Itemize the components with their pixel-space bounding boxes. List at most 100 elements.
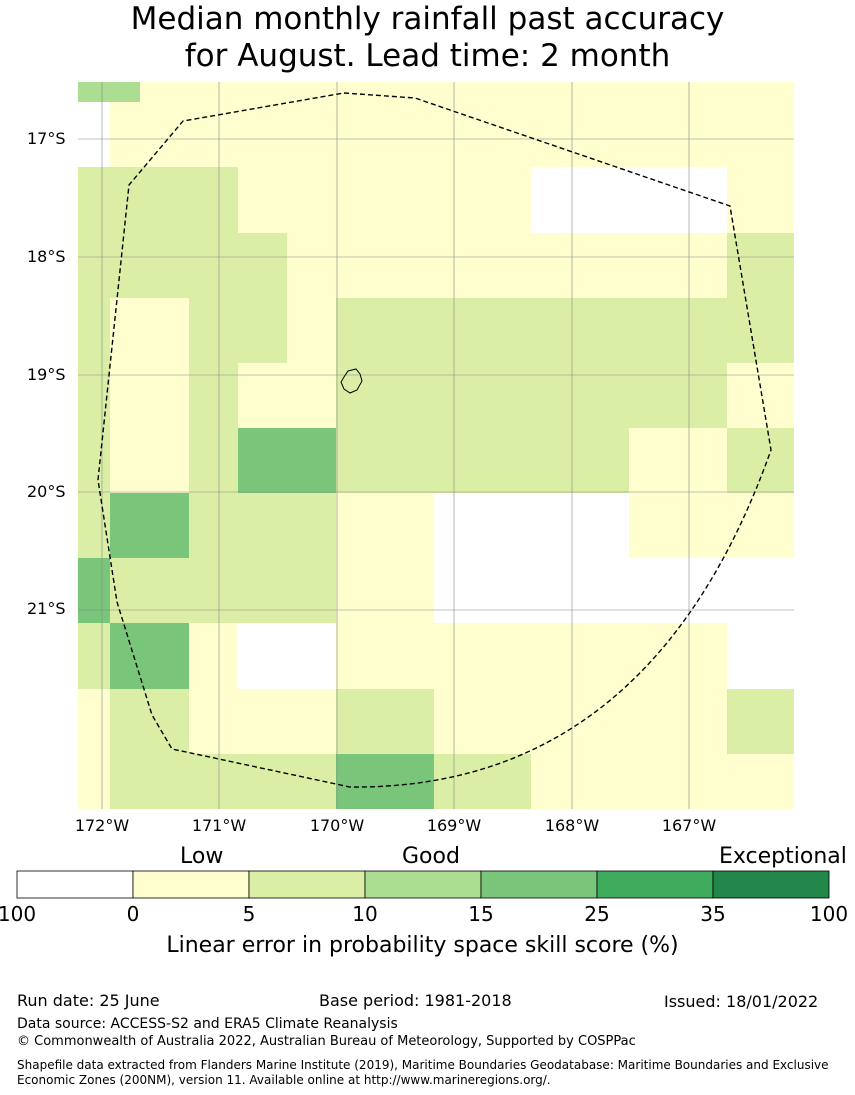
grid-cell [287,233,336,298]
grid-cell [140,82,189,102]
grid-cell [110,363,140,428]
grid-cell [727,233,794,298]
chart-title-line2: for August. Lead time: 2 month [184,38,671,74]
grid-cell [238,298,287,363]
grid-cell [287,102,336,167]
grid-cell [336,689,434,754]
lon-label-169w: 169°W [426,816,482,835]
grid-cell [629,428,727,493]
grid-cell [727,298,794,363]
grid-cell [140,233,189,298]
grid-cell [140,689,189,754]
grid-cell [78,82,110,102]
grid-cell [287,428,336,493]
grid-cell [78,363,110,428]
chart-title-line1: Median monthly rainfall past accuracy [130,1,725,37]
cb-tick: 0 [126,902,140,926]
grid-cell [287,754,336,809]
cb-tick: 10 [352,902,378,926]
grid-cell [531,167,629,233]
grid-cell [287,82,336,102]
cb-tick: 100 [0,902,37,926]
graticule [78,82,794,809]
grid-cell [727,167,794,233]
grid-cell [336,428,434,493]
grid-cell [78,428,110,493]
grid-cell [531,689,629,754]
grid-cell [629,689,727,754]
lat-label-18s: 18°S [27,247,66,266]
grid-cell [189,233,238,298]
grid-cell [629,167,727,233]
grid-cell [727,623,794,689]
grid-cell [336,623,434,689]
grid-cell [110,82,140,102]
grid-cell [531,754,629,809]
grid-cell [531,233,629,298]
grid-cell [434,558,531,623]
category-good: Good [402,844,460,869]
grid-cell [78,754,110,809]
grid-cell [336,363,434,428]
category-exceptional: Exceptional [719,844,847,869]
grid-cell [238,428,287,493]
grid-cell [336,298,434,363]
colorbar-swatch [596,870,714,899]
grid-cell [78,102,110,167]
grid-cell [434,82,531,102]
cb-tick: 25 [584,902,610,926]
grid-cell [629,623,727,689]
grid-cell [238,558,287,623]
grid-cell [238,82,287,102]
colorbar-swatch [132,870,250,899]
grid-cell [189,428,238,493]
grid-cell [110,428,140,493]
grid-cell [531,102,629,167]
lat-label-20s: 20°S [27,482,66,501]
issued-date: Issued: 18/01/2022 [664,992,819,1011]
grid-cell [336,754,434,809]
grid-cell [189,493,238,558]
cb-tick: 35 [700,902,726,926]
grid-cell [238,102,287,167]
grid-cell [189,623,238,689]
grid-cell [336,167,434,233]
grid-cell [189,363,238,428]
grid-cell [110,689,140,754]
grid-cell [336,102,434,167]
grid-cell [727,82,794,102]
grid-cell [189,689,238,754]
grid-cell [140,558,189,623]
grid-cell [434,428,531,493]
grid-cell [287,558,336,623]
grid-cell [727,363,794,428]
grid-cell [629,754,727,809]
lon-label-170w: 170°W [309,816,365,835]
grid-cell [629,298,727,363]
colorbar-label: Linear error in probability space skill … [166,933,679,958]
lon-label-171w: 171°W [191,816,247,835]
grid-cell [727,493,794,558]
grid-cell [140,428,189,493]
shapefile-credit-line2: Economic Zones (200NM), version 11. Avai… [17,1073,551,1087]
grid-cell [110,623,140,689]
colorbar-swatch [16,870,134,899]
grid-cell [629,493,727,558]
eez-boundary [97,92,772,788]
grid-cell [140,754,189,809]
grid-cell [336,558,434,623]
grid-cell [434,689,531,754]
grid-cell [336,233,434,298]
grid-cell [238,363,287,428]
grid-cell [531,493,629,558]
grid-cell [238,167,287,233]
grid-cell [110,233,140,298]
grid-cell [727,102,794,167]
grid-cell [287,298,336,363]
grid-cell [434,167,531,233]
grid-cell [78,233,110,298]
colorbar-swatch [480,870,598,899]
grid-cell [287,689,336,754]
grid-cell [78,689,110,754]
cb-tick: 15 [468,902,494,926]
